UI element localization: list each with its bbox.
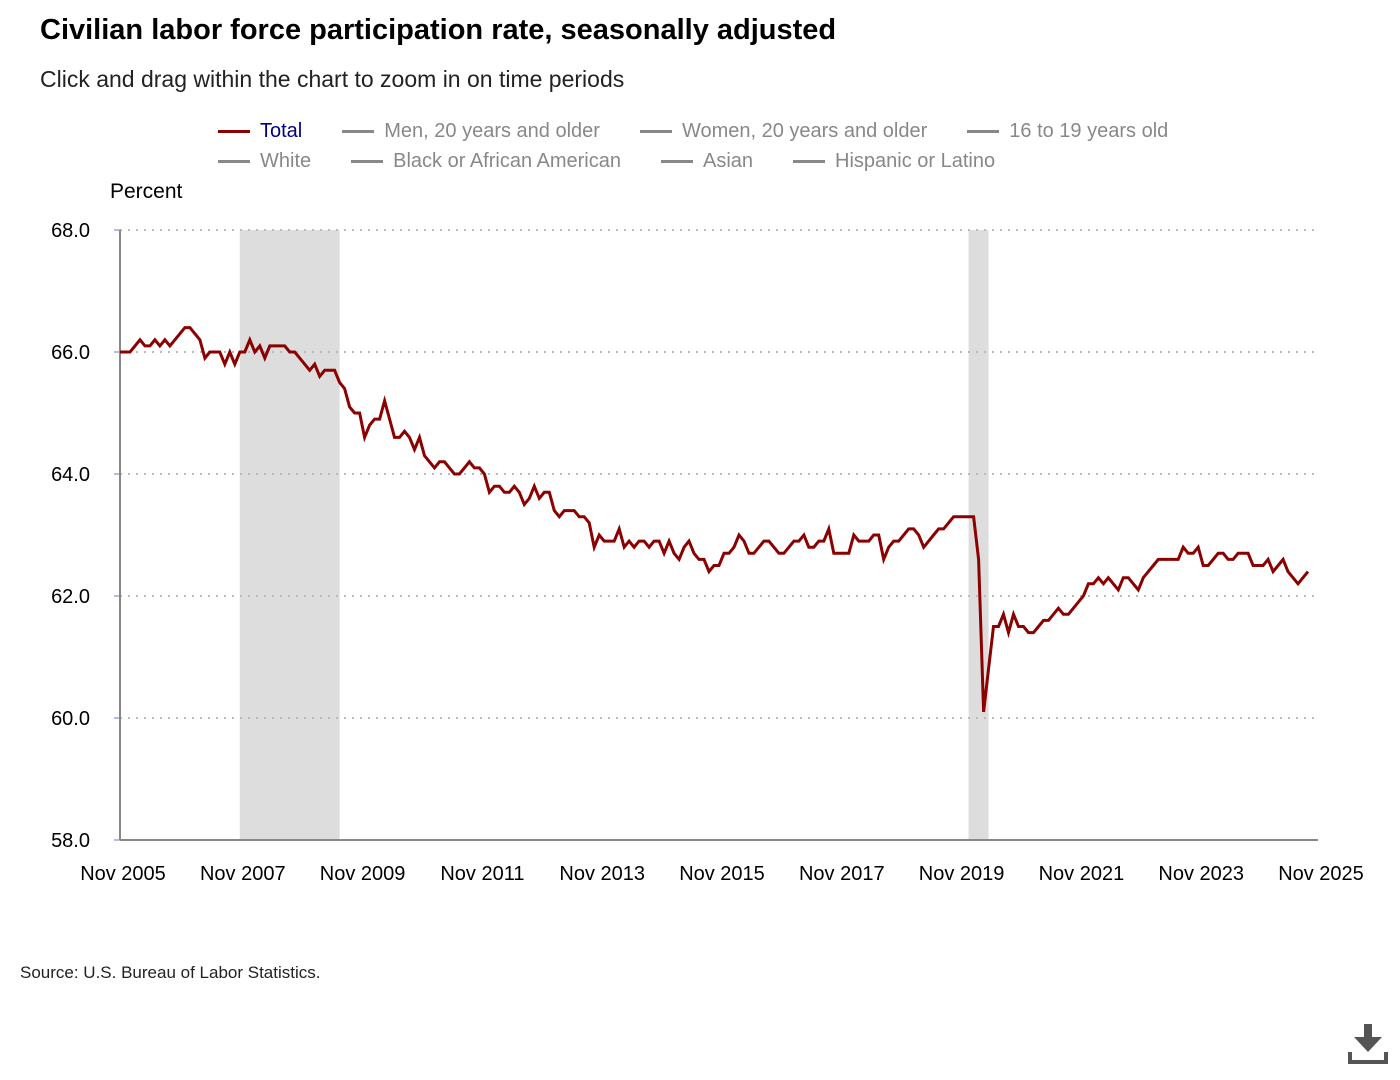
y-tick-label: 66.0 bbox=[51, 342, 90, 364]
legend-row-2: White Black or African American Asian Hi… bbox=[218, 150, 1035, 173]
legend-label: Total bbox=[260, 120, 303, 142]
x-tick-label: Nov 2023 bbox=[1158, 863, 1244, 885]
legend-label: 16 to 19 years old bbox=[1009, 120, 1169, 142]
legend-label: Black or African American bbox=[393, 150, 621, 172]
x-tick-label: Nov 2007 bbox=[200, 863, 286, 885]
legend-item-total[interactable]: Total bbox=[218, 120, 302, 143]
chart-subtitle: Click and drag within the chart to zoom … bbox=[40, 66, 625, 92]
legend-label: Men, 20 years and older bbox=[384, 120, 600, 142]
y-tick-label: 68.0 bbox=[51, 220, 90, 242]
x-tick-label: Nov 2011 bbox=[440, 863, 524, 885]
legend-swatch bbox=[967, 130, 1000, 133]
legend-label: Women, 20 years and older bbox=[681, 120, 928, 142]
legend-swatch bbox=[218, 160, 250, 163]
download-button[interactable] bbox=[1346, 1022, 1390, 1066]
y-axis-label: Percent bbox=[110, 180, 183, 203]
x-tick-label: Nov 2025 bbox=[1278, 863, 1364, 885]
series-line-total[interactable] bbox=[120, 326, 1310, 713]
legend-swatch bbox=[351, 160, 384, 163]
source-note: Source: U.S. Bureau of Labor Statistics. bbox=[20, 963, 321, 982]
y-tick-label: 58.0 bbox=[51, 830, 90, 852]
legend-item-black[interactable]: Black or African American bbox=[351, 150, 621, 173]
chart-title: Civilian labor force participation rate,… bbox=[40, 14, 837, 46]
x-tick-label: Nov 2005 bbox=[80, 863, 166, 885]
legend-label: Asian bbox=[703, 150, 754, 172]
legend-item-men[interactable]: Men, 20 years and older bbox=[342, 120, 600, 143]
legend-item-asian[interactable]: Asian bbox=[661, 150, 753, 173]
x-tick-label: Nov 2021 bbox=[1039, 863, 1125, 885]
download-icon bbox=[1348, 1024, 1388, 1064]
legend-row-1: Total Men, 20 years and older Women, 20 … bbox=[218, 120, 1208, 143]
legend-item-women[interactable]: Women, 20 years and older bbox=[639, 120, 928, 143]
legend-swatch bbox=[639, 130, 672, 133]
y-tick-label: 60.0 bbox=[51, 708, 90, 730]
x-tick-label: Nov 2017 bbox=[799, 863, 885, 885]
legend-item-white[interactable]: White bbox=[218, 150, 311, 173]
y-tick-label: 62.0 bbox=[51, 586, 90, 608]
legend-item-hispanic[interactable]: Hispanic or Latino bbox=[793, 150, 995, 173]
x-tick-label: Nov 2009 bbox=[320, 863, 406, 885]
legend-swatch bbox=[793, 160, 826, 163]
x-tick-label: Nov 2013 bbox=[559, 863, 645, 885]
legend-item-teens[interactable]: 16 to 19 years old bbox=[967, 120, 1168, 143]
legend-swatch bbox=[218, 130, 250, 133]
x-tick-label: Nov 2019 bbox=[919, 863, 1005, 885]
y-tick-label: 64.0 bbox=[51, 464, 90, 486]
recession-shade bbox=[239, 230, 340, 840]
x-tick-label: Nov 2015 bbox=[679, 863, 765, 885]
legend-swatch bbox=[342, 130, 375, 133]
legend-swatch bbox=[661, 160, 693, 163]
legend-label: White bbox=[260, 150, 312, 172]
legend-label: Hispanic or Latino bbox=[835, 150, 996, 172]
recession-shade bbox=[968, 230, 989, 840]
